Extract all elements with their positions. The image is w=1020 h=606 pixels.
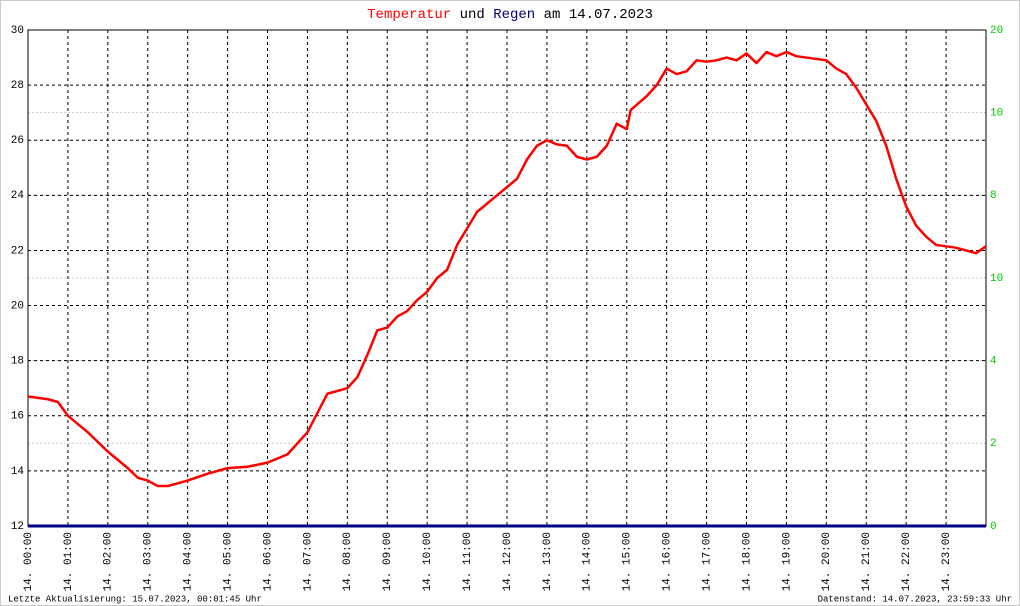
- y2-tick-label: 10: [990, 273, 1003, 285]
- x-tick-label: 14. 00:00: [23, 532, 35, 591]
- x-tick-label: 14. 16:00: [662, 532, 674, 591]
- x-tick-label: 14. 18:00: [741, 532, 753, 591]
- x-tick-label: 14. 07:00: [302, 532, 314, 591]
- title-part: Temperatur: [367, 7, 451, 23]
- footer-right: Datenstand: 14.07.2023, 23:59:33 Uhr: [818, 594, 1012, 604]
- x-tick-label: 14. 03:00: [143, 532, 155, 591]
- x-tick-label: 14. 15:00: [622, 532, 634, 591]
- y2-tick-label: 2: [990, 438, 997, 450]
- x-tick-label: 14. 01:00: [63, 532, 75, 591]
- x-tick-label: 14. 17:00: [701, 532, 713, 591]
- x-tick-label: 14. 22:00: [901, 532, 913, 591]
- x-tick-label: 14. 04:00: [183, 532, 195, 591]
- x-tick-label: 14. 10:00: [422, 532, 434, 591]
- y2-tick-label: 20: [990, 25, 1003, 37]
- y2-tick-label: 0: [990, 521, 997, 533]
- y-tick-label: 16: [11, 411, 24, 423]
- x-tick-label: 14. 21:00: [861, 532, 873, 591]
- y2-tick-label: 10: [990, 108, 1003, 120]
- y-tick-label: 18: [11, 356, 24, 368]
- x-tick-label: 14. 11:00: [462, 532, 474, 591]
- x-tick-label: 14. 02:00: [103, 532, 115, 591]
- title-part: und: [460, 7, 485, 23]
- x-tick-label: 14. 19:00: [781, 532, 793, 591]
- y-tick-label: 30: [11, 25, 24, 37]
- y-tick-label: 22: [11, 245, 24, 257]
- y-tick-label: 20: [11, 300, 24, 312]
- title-part: Regen: [493, 7, 535, 23]
- chart-title: Temperatur und Regen am 14.07.2023: [367, 7, 653, 23]
- x-tick-label: 14. 14:00: [582, 532, 594, 591]
- x-tick-label: 14. 09:00: [382, 532, 394, 591]
- y-tick-label: 14: [11, 466, 25, 478]
- y-tick-label: 12: [11, 521, 24, 533]
- x-tick-label: 14. 08:00: [342, 532, 354, 591]
- y-tick-label: 24: [11, 190, 25, 202]
- y2-tick-label: 4: [990, 356, 997, 368]
- x-tick-label: 14. 05:00: [222, 532, 234, 591]
- data-line: [27, 50, 987, 488]
- y-tick-label: 28: [11, 80, 24, 92]
- x-tick-label: 14. 13:00: [542, 532, 554, 591]
- x-tick-label: 14. 23:00: [941, 532, 953, 591]
- y2-tick-label: 8: [990, 190, 997, 202]
- y-tick-label: 26: [11, 135, 24, 147]
- x-tick-label: 14. 12:00: [502, 532, 514, 591]
- title-part: am 14.07.2023: [544, 7, 653, 23]
- x-tick-label: 14. 06:00: [262, 532, 274, 591]
- footer-left: Letzte Aktualisierung: 15.07.2023, 00:01…: [8, 594, 262, 604]
- x-tick-label: 14. 20:00: [821, 532, 833, 591]
